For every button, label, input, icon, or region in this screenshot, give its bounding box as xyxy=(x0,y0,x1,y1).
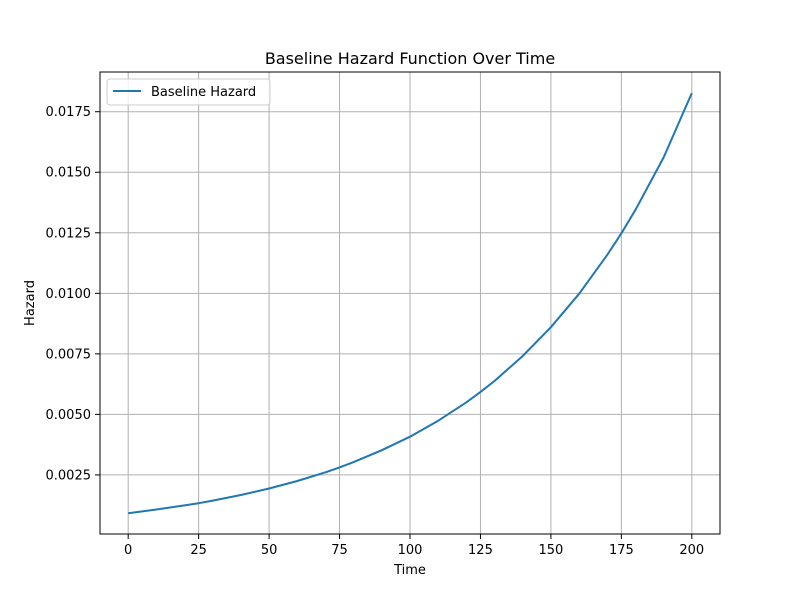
y-tick-label: 0.0150 xyxy=(46,166,92,181)
x-axis-label: Time xyxy=(393,563,426,578)
grid xyxy=(100,72,720,534)
legend-box xyxy=(106,78,271,106)
x-tick-label: 125 xyxy=(468,543,493,558)
y-tick-label: 0.0100 xyxy=(46,287,92,302)
x-axis-ticks: 0 25 50 75 100 125 150 175 200 xyxy=(124,534,704,558)
x-tick-label: 175 xyxy=(609,543,634,558)
y-axis-label: Hazard xyxy=(23,280,38,326)
y-tick-label: 0.0075 xyxy=(46,347,92,362)
x-tick-label: 150 xyxy=(538,543,563,558)
x-tick-label: 200 xyxy=(679,543,704,558)
series-line-baseline-hazard xyxy=(128,92,693,515)
y-tick-label: 0.0025 xyxy=(46,468,92,483)
x-tick-label: 50 xyxy=(261,543,278,558)
x-tick-label: 0 xyxy=(124,543,132,558)
y-axis-ticks: 0.0025 0.0050 0.0075 0.0100 0.0125 0.0150 0.01… xyxy=(46,105,100,483)
y-tick-label: 0.0050 xyxy=(46,408,92,423)
legend-entry-baseline-hazard: Baseline Hazard xyxy=(151,85,256,100)
y-tick-label: 0.0175 xyxy=(46,105,92,120)
series-layer xyxy=(128,92,693,515)
x-tick-label: 100 xyxy=(398,543,423,558)
legend: Baseline Hazard xyxy=(106,78,271,106)
x-tick-label: 25 xyxy=(190,543,207,558)
y-tick-label: 0.0125 xyxy=(46,226,92,241)
chart-title: Baseline Hazard Function Over Time xyxy=(265,49,555,68)
x-tick-label: 75 xyxy=(331,543,348,558)
